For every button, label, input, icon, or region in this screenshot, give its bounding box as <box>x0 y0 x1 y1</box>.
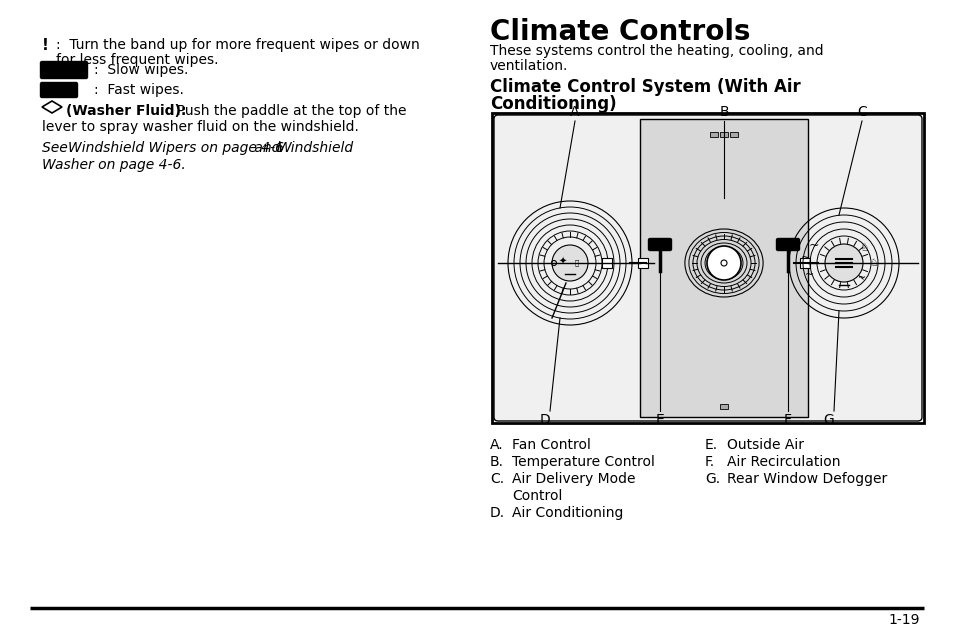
Text: C: C <box>856 105 866 119</box>
FancyBboxPatch shape <box>40 82 77 98</box>
Text: Fan Control: Fan Control <box>512 438 590 452</box>
Text: See: See <box>42 141 72 155</box>
Text: Temperature Control: Temperature Control <box>512 455 654 469</box>
Text: ~: ~ <box>801 253 810 263</box>
Text: These systems control the heating, cooling, and: These systems control the heating, cooli… <box>490 44 822 58</box>
Text: Push the paddle at the top of the: Push the paddle at the top of the <box>168 104 406 118</box>
Text: lever to spray washer fluid on the windshield.: lever to spray washer fluid on the winds… <box>42 120 358 134</box>
Text: Windshield Wipers on page 4-6: Windshield Wipers on page 4-6 <box>68 141 284 155</box>
Text: ~: ~ <box>804 270 814 280</box>
Text: 1-19: 1-19 <box>887 613 919 627</box>
Text: Climate Controls: Climate Controls <box>490 18 750 46</box>
Text: Air Conditioning: Air Conditioning <box>512 506 622 520</box>
Text: Conditioning): Conditioning) <box>490 95 616 113</box>
Bar <box>601 258 612 268</box>
FancyBboxPatch shape <box>40 61 88 78</box>
Text: G: G <box>822 413 834 427</box>
Text: Climate Control System (With Air: Climate Control System (With Air <box>490 78 800 96</box>
Text: B: B <box>719 105 728 119</box>
Text: :  Fast wipes.: : Fast wipes. <box>94 83 184 97</box>
Text: D: D <box>539 413 550 427</box>
FancyBboxPatch shape <box>776 239 799 251</box>
Text: ♘: ♘ <box>869 258 878 268</box>
Text: D.: D. <box>490 506 504 520</box>
Text: :  Turn the band up for more frequent wipes or down: : Turn the band up for more frequent wip… <box>56 38 419 52</box>
Text: and: and <box>250 141 284 155</box>
Text: B.: B. <box>490 455 503 469</box>
Bar <box>729 132 738 137</box>
Bar <box>720 404 727 409</box>
Circle shape <box>552 245 587 281</box>
Text: E: E <box>655 413 663 427</box>
Text: ~: ~ <box>808 239 819 251</box>
Circle shape <box>720 260 726 266</box>
Text: ventilation.: ventilation. <box>490 59 568 73</box>
Text: Windshield: Windshield <box>277 141 354 155</box>
Text: F: F <box>783 413 791 427</box>
Text: !: ! <box>42 38 49 53</box>
Text: Air Recirculation: Air Recirculation <box>726 455 840 469</box>
Bar <box>639 119 807 417</box>
Text: ~: ~ <box>857 273 865 283</box>
FancyBboxPatch shape <box>648 239 671 251</box>
Text: Air Delivery Mode: Air Delivery Mode <box>512 472 635 486</box>
Text: (Washer Fluid):: (Washer Fluid): <box>66 104 186 118</box>
Circle shape <box>824 244 862 282</box>
Bar <box>638 258 647 268</box>
Text: A: A <box>570 105 579 119</box>
Text: ♘: ♘ <box>858 243 868 253</box>
Bar <box>829 258 840 268</box>
Text: C.: C. <box>490 472 503 486</box>
Bar <box>800 258 809 268</box>
Bar <box>492 113 923 423</box>
Text: Outside Air: Outside Air <box>726 438 803 452</box>
Text: ✦: ✦ <box>558 257 566 267</box>
Text: E.: E. <box>704 438 718 452</box>
Text: Rear Window Defogger: Rear Window Defogger <box>726 472 886 486</box>
Text: :  Slow wipes.: : Slow wipes. <box>94 63 188 77</box>
Text: for less frequent wipes.: for less frequent wipes. <box>56 53 218 67</box>
Text: Control: Control <box>512 489 561 503</box>
Bar <box>720 132 727 137</box>
Text: Washer on page 4-6.: Washer on page 4-6. <box>42 158 186 172</box>
Text: 彡: 彡 <box>575 260 578 266</box>
Text: G.: G. <box>704 472 720 486</box>
Circle shape <box>706 246 740 280</box>
FancyBboxPatch shape <box>494 115 921 421</box>
Text: A.: A. <box>490 438 503 452</box>
Text: F.: F. <box>704 455 715 469</box>
Bar <box>709 132 718 137</box>
